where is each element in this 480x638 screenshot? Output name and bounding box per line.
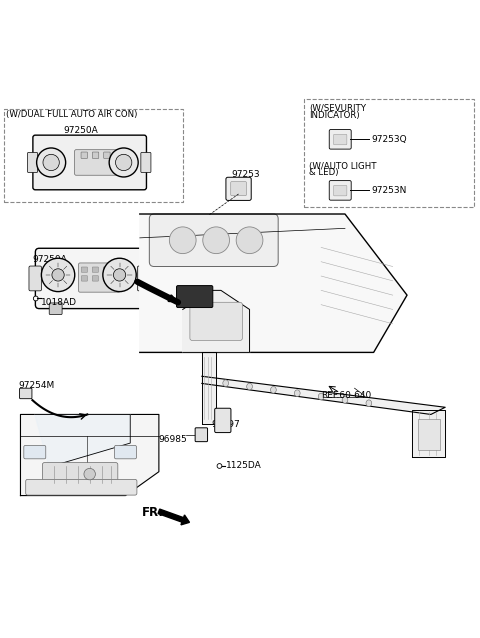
FancyBboxPatch shape [75, 150, 118, 175]
FancyBboxPatch shape [92, 276, 98, 281]
Polygon shape [202, 352, 216, 424]
Polygon shape [21, 415, 159, 496]
FancyBboxPatch shape [29, 266, 41, 291]
FancyBboxPatch shape [231, 182, 246, 196]
Ellipse shape [271, 387, 276, 393]
Text: INDICATOR): INDICATOR) [309, 111, 360, 120]
Polygon shape [140, 214, 407, 352]
FancyBboxPatch shape [20, 388, 32, 399]
Circle shape [236, 227, 263, 254]
Ellipse shape [366, 400, 372, 406]
Bar [304, 100, 474, 207]
Circle shape [113, 269, 126, 281]
FancyBboxPatch shape [81, 267, 87, 272]
Text: FR.: FR. [142, 506, 164, 519]
FancyBboxPatch shape [137, 266, 150, 291]
FancyBboxPatch shape [177, 286, 213, 308]
Text: 97253: 97253 [231, 170, 260, 179]
FancyBboxPatch shape [79, 263, 120, 292]
Text: 97397: 97397 [211, 420, 240, 429]
FancyArrow shape [158, 509, 190, 525]
Ellipse shape [342, 397, 348, 403]
Circle shape [116, 154, 132, 170]
Ellipse shape [318, 393, 324, 400]
Circle shape [52, 269, 64, 281]
Text: 1125DA: 1125DA [226, 461, 262, 470]
Text: 97250A: 97250A [33, 255, 67, 264]
Text: 97250A: 97250A [63, 126, 98, 135]
FancyBboxPatch shape [24, 445, 46, 459]
Polygon shape [412, 410, 445, 457]
Ellipse shape [223, 380, 228, 387]
FancyBboxPatch shape [49, 303, 62, 315]
Circle shape [109, 148, 138, 177]
FancyBboxPatch shape [215, 408, 231, 433]
Circle shape [36, 148, 66, 177]
Text: & LED): & LED) [309, 168, 339, 177]
FancyBboxPatch shape [149, 214, 278, 267]
Polygon shape [202, 376, 445, 415]
Text: 1018AD: 1018AD [40, 298, 76, 307]
FancyBboxPatch shape [81, 276, 87, 281]
Circle shape [43, 154, 60, 170]
Circle shape [84, 468, 96, 480]
Polygon shape [183, 290, 250, 352]
FancyBboxPatch shape [334, 135, 347, 145]
Bar [4, 109, 183, 202]
Text: 97254M: 97254M [18, 382, 54, 390]
Text: REF.60-640: REF.60-640 [321, 391, 372, 400]
FancyBboxPatch shape [42, 463, 118, 486]
Text: (W/SEVURITY: (W/SEVURITY [309, 103, 366, 112]
Circle shape [203, 227, 229, 254]
Circle shape [169, 227, 196, 254]
FancyBboxPatch shape [27, 152, 37, 172]
FancyBboxPatch shape [104, 152, 110, 158]
Circle shape [34, 296, 38, 301]
Circle shape [41, 258, 75, 292]
Text: 96985: 96985 [158, 434, 187, 444]
FancyBboxPatch shape [103, 276, 109, 281]
FancyBboxPatch shape [190, 302, 242, 341]
Text: 97253Q: 97253Q [371, 135, 407, 144]
Ellipse shape [247, 383, 252, 390]
FancyBboxPatch shape [26, 479, 137, 495]
FancyBboxPatch shape [329, 130, 351, 149]
Ellipse shape [294, 390, 300, 397]
Circle shape [103, 258, 136, 292]
FancyBboxPatch shape [115, 445, 136, 459]
Polygon shape [35, 415, 130, 467]
FancyBboxPatch shape [33, 135, 146, 189]
FancyBboxPatch shape [329, 181, 351, 200]
FancyBboxPatch shape [226, 177, 251, 200]
Text: (W/AUTO LIGHT: (W/AUTO LIGHT [309, 162, 377, 171]
FancyBboxPatch shape [334, 186, 347, 196]
FancyBboxPatch shape [141, 152, 151, 172]
FancyBboxPatch shape [103, 267, 109, 272]
FancyBboxPatch shape [92, 267, 98, 272]
Bar [418, 419, 441, 450]
Text: 97253N: 97253N [371, 186, 407, 195]
FancyBboxPatch shape [36, 248, 144, 309]
FancyBboxPatch shape [195, 428, 207, 441]
Circle shape [217, 464, 222, 468]
FancyBboxPatch shape [92, 152, 99, 158]
Text: (W/DUAL FULL AUTO AIR CON): (W/DUAL FULL AUTO AIR CON) [6, 110, 138, 119]
FancyBboxPatch shape [81, 152, 87, 158]
